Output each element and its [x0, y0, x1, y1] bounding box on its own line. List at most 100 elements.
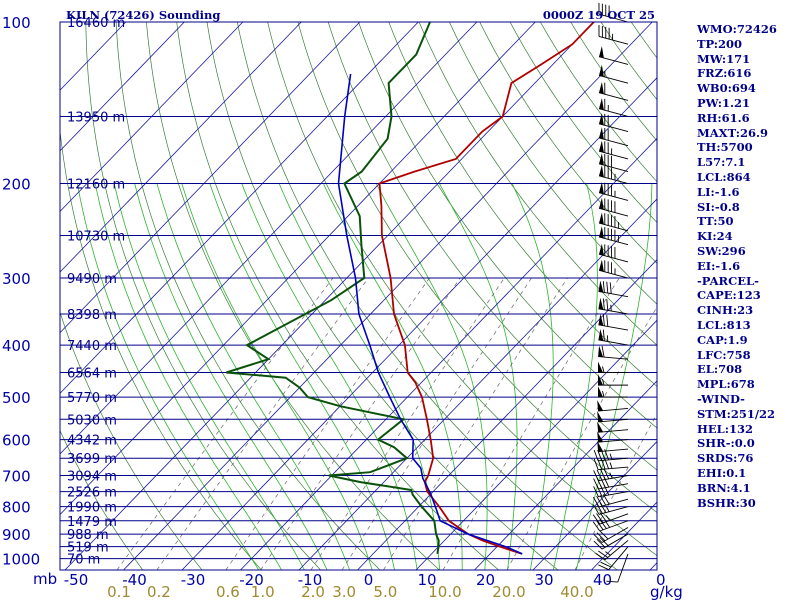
wind-barb	[598, 243, 629, 263]
wind-barb-flag	[599, 46, 604, 59]
moist-adiabat-line	[134, 183, 328, 570]
wind-barb-shaft	[598, 291, 629, 298]
parcel-trace	[337, 73, 523, 555]
wind-barb	[598, 280, 629, 298]
mixing-ratio-line	[156, 277, 369, 570]
pressure-label: 300	[2, 270, 31, 288]
wind-barb	[597, 431, 629, 443]
dry-adiabat-line	[509, 22, 657, 224]
moist-adiabat-line	[94, 183, 282, 570]
height-label: 5770 m	[67, 391, 117, 406]
wind-barb-half	[602, 379, 605, 386]
station-title: KILN (72426) Sounding	[66, 8, 220, 22]
wind-barb	[593, 449, 629, 462]
wind-barb-shaft	[598, 457, 629, 462]
index-value: PW:1.21	[697, 95, 751, 110]
index-value: BRN:4.1	[697, 480, 751, 495]
index-value: -WIND-	[697, 391, 745, 406]
pressure-label: 200	[2, 176, 31, 194]
dry-adiabat-line	[539, 22, 657, 183]
wind-barb-shaft	[601, 533, 629, 550]
wind-barb-feather	[596, 513, 604, 524]
wind-barb	[598, 386, 628, 398]
index-value: LCL:864	[697, 169, 751, 184]
index-value: EHI:0.1	[697, 465, 747, 480]
mixing-ratio-label: 0.6	[216, 583, 240, 600]
wind-barb	[598, 345, 629, 360]
isotherm-line	[240, 137, 657, 570]
wind-barb	[598, 226, 629, 246]
temperature-tick-label: 20	[476, 571, 495, 589]
wind-barb	[598, 127, 629, 147]
index-value: MAXT:26.9	[697, 125, 768, 140]
wind-barb	[598, 46, 629, 65]
index-value: LCL:813	[697, 317, 751, 332]
wind-barb-flag	[598, 374, 603, 386]
moist-adiabat-line	[77, 183, 260, 570]
mixing-ratio-label: 0.2	[147, 583, 171, 600]
mixing-ratio-label: 40.0	[560, 583, 593, 600]
isotherm-line	[415, 319, 657, 570]
wind-barb	[597, 410, 629, 423]
wind-barb-half	[609, 472, 613, 479]
pressure-label: 800	[2, 499, 31, 517]
dry-adiabat-line	[60, 311, 203, 570]
index-value: -PARCEL-	[697, 273, 759, 288]
mixing-ratio-label: 5.0	[373, 583, 397, 600]
wind-barb	[595, 540, 629, 561]
wind-barb	[598, 259, 629, 279]
pressure-label: 1000	[2, 551, 40, 569]
dry-adiabat-line	[297, 22, 657, 513]
wind-barb-feather	[592, 504, 600, 515]
temperature-tick-label: -30	[181, 571, 206, 589]
pressure-label: 900	[2, 526, 31, 544]
wind-barb-shaft	[598, 475, 629, 482]
index-value: STM:251/22	[697, 406, 776, 421]
pressure-label: 700	[2, 468, 31, 486]
mixing-ratio-label: 2.0	[301, 583, 325, 600]
index-value: EL:708	[697, 362, 743, 377]
height-label: 2526 m	[67, 486, 117, 501]
dry-adiabat-line	[85, 22, 321, 570]
index-value: LFC:758	[697, 347, 751, 362]
wind-barb-shaft	[598, 324, 629, 331]
height-label: 5030 m	[67, 413, 117, 428]
temperature-tick-label: -50	[64, 571, 89, 589]
index-value: CINH:23	[697, 303, 754, 318]
pressure-label: 500	[2, 389, 31, 407]
temperature-tick-label: 40	[593, 571, 612, 589]
wind-barb	[593, 457, 629, 471]
wind-barb-feather	[593, 478, 599, 490]
wind-barb-shaft	[599, 513, 629, 525]
wind-barb-flag	[599, 165, 604, 178]
index-value: KI:24	[697, 229, 733, 244]
temperature-tick-label: 0	[364, 571, 374, 589]
wind-barb	[597, 400, 629, 412]
wind-barb-flag	[598, 329, 604, 341]
isotherm-line	[474, 380, 657, 570]
mixing-ratio-label: 20.0	[492, 583, 525, 600]
wind-barb-feather	[596, 469, 603, 481]
height-label: 988 m	[67, 528, 109, 543]
wind-barb-flag	[598, 345, 604, 358]
dry-adiabat-line	[449, 22, 657, 305]
height-label: 3699 m	[67, 452, 117, 467]
index-value: BSHR:30	[697, 495, 756, 510]
height-label: 8398 m	[67, 308, 117, 323]
index-value: WB0:694	[697, 81, 756, 96]
height-label: 4342 m	[67, 434, 117, 449]
height-label: 13950 m	[67, 110, 125, 125]
pressure-label: 400	[2, 337, 31, 355]
dry-adiabat-line	[358, 22, 657, 429]
wind-barb	[598, 140, 629, 160]
wind-barb-feather	[599, 519, 607, 529]
isotherm-line	[60, 22, 419, 394]
dry-adiabat-line	[206, 22, 559, 570]
isotherm-line	[60, 22, 302, 273]
wind-barb-feather	[599, 530, 609, 540]
wind-barb	[598, 182, 629, 201]
index-value: CAP:1.9	[697, 332, 748, 347]
wind-barb-flag	[597, 440, 604, 452]
wind-barb-feather	[596, 520, 604, 531]
index-value: CAPE:123	[697, 288, 761, 303]
